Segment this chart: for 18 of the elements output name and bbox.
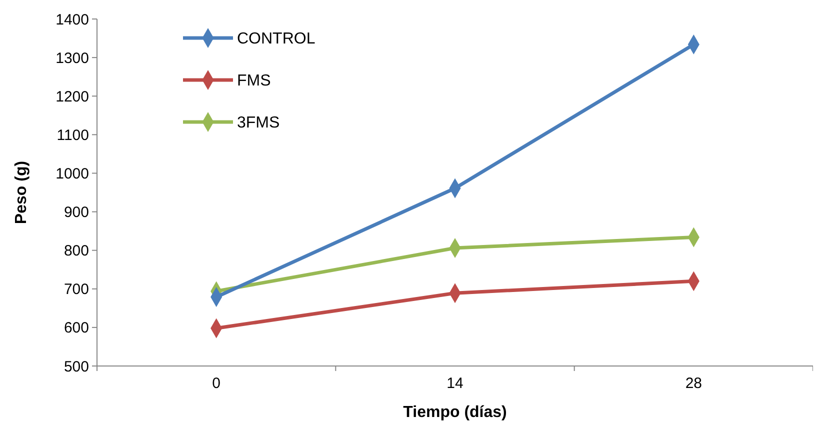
y-tick-label: 700: [64, 281, 89, 298]
x-tick-label: 28: [685, 375, 702, 392]
y-tick-label: 800: [64, 242, 89, 260]
y-tick-label: 1300: [56, 50, 89, 67]
x-axis-title: Tiempo (días): [403, 404, 507, 421]
y-tick-label: 900: [64, 204, 89, 222]
y-tick-label: 1000: [56, 165, 89, 182]
legend-label: FMS: [237, 72, 271, 90]
y-tick-label: 600: [64, 320, 89, 337]
x-tick-label: 14: [446, 375, 464, 392]
legend-label: CONTROL: [237, 30, 316, 48]
y-tick-label: 500: [64, 358, 89, 376]
y-tick-label: 1100: [56, 126, 89, 144]
y-tick-label: 1200: [56, 88, 89, 106]
y-axis-title: Peso (g): [13, 160, 30, 224]
y-tick-label: 1400: [56, 11, 89, 28]
legend-label: 3FMS: [237, 114, 280, 132]
x-tick-label: 0: [212, 375, 221, 392]
